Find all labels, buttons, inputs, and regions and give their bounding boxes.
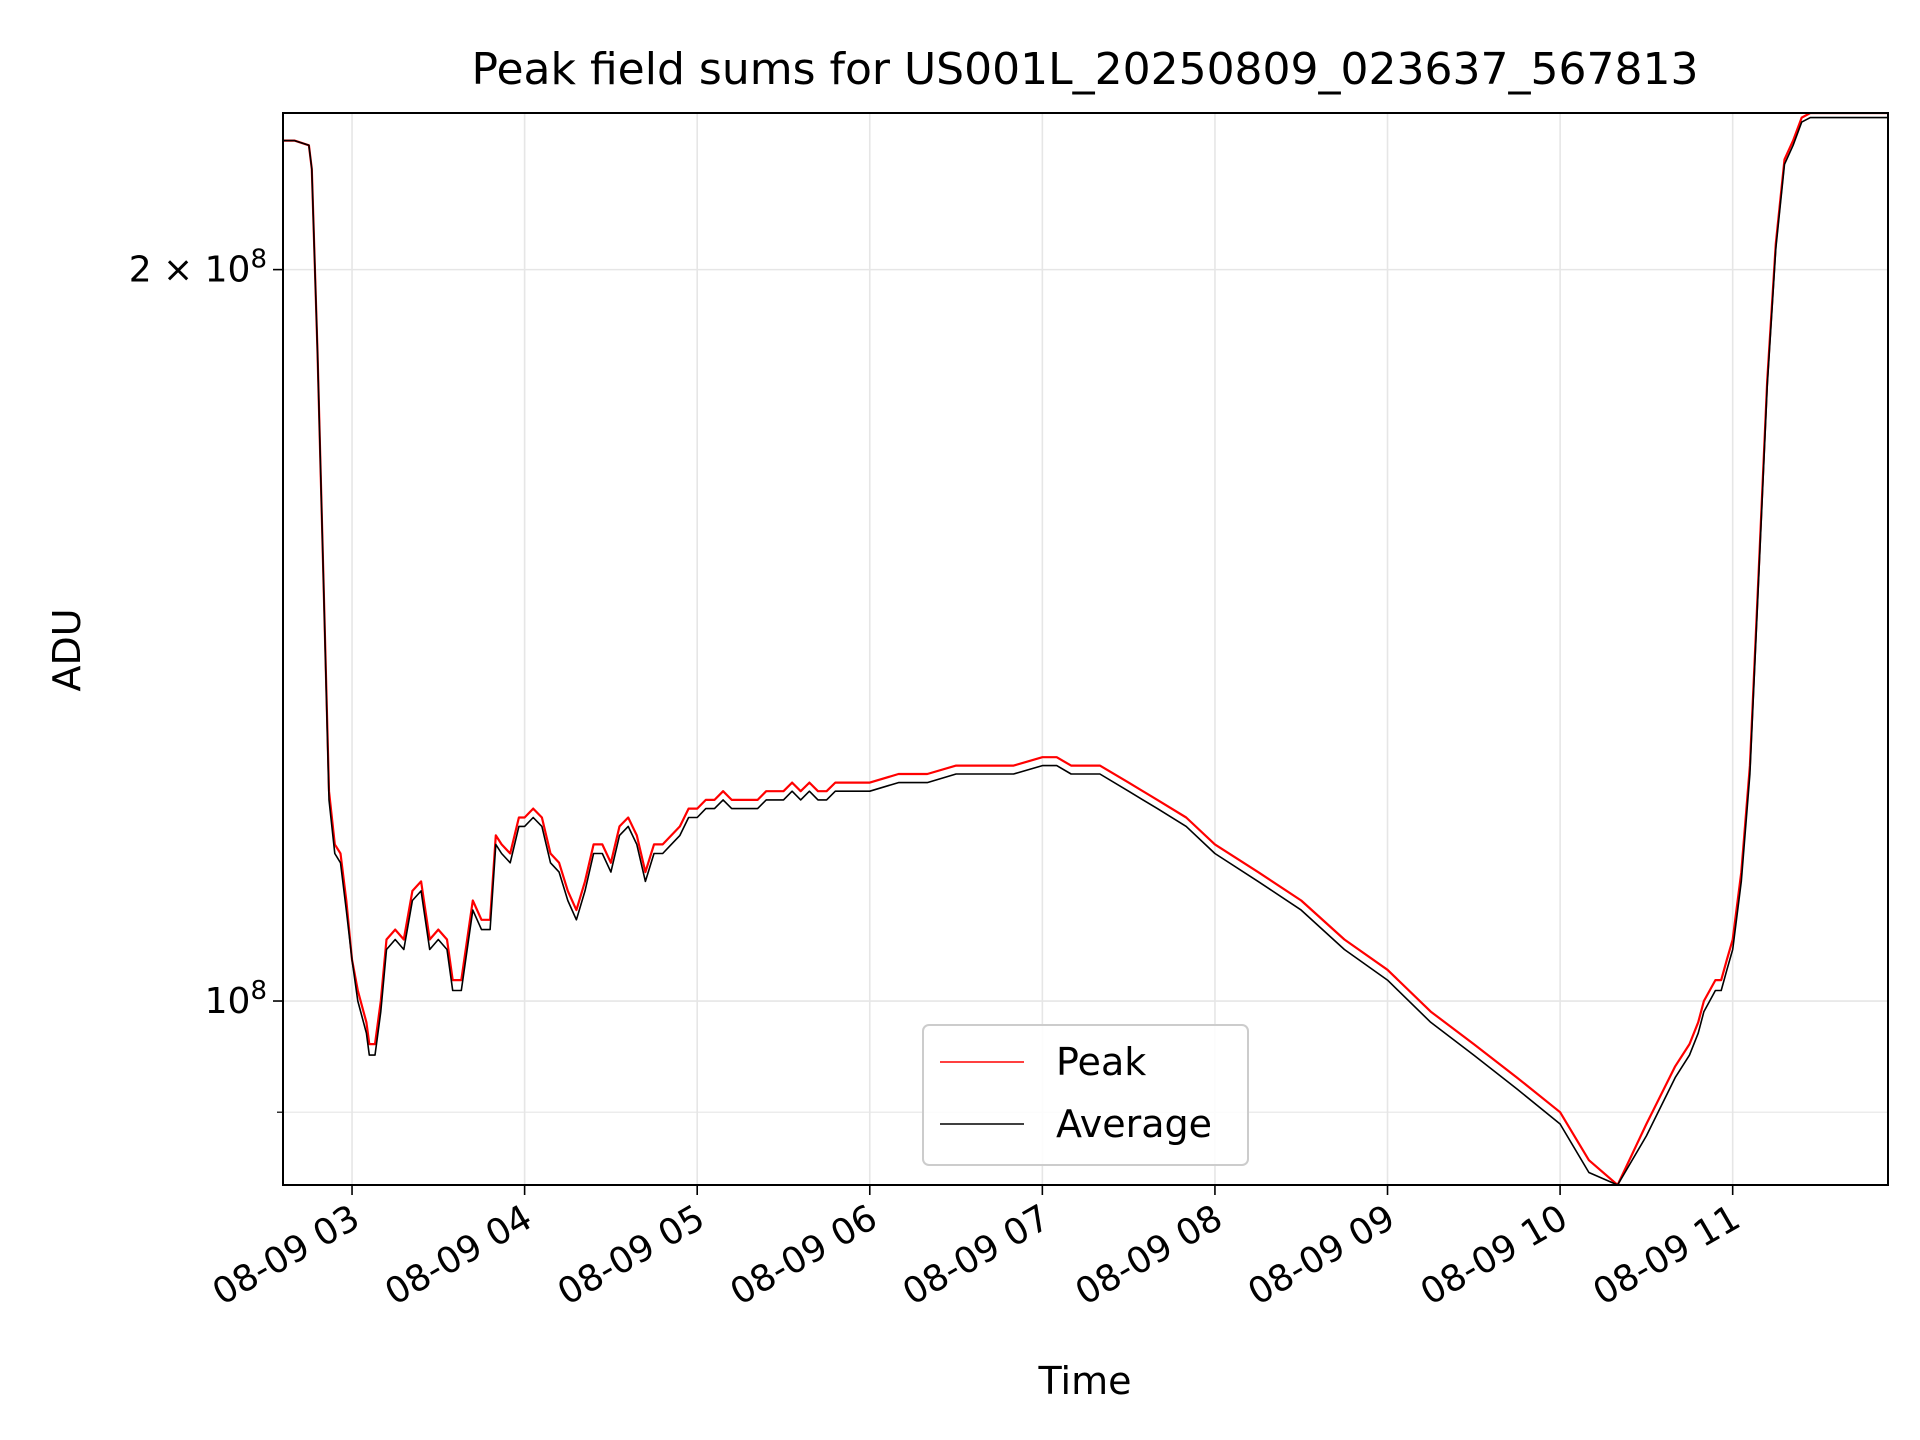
- y-tick-label: 2 × 108: [129, 245, 267, 291]
- legend-box: [922, 1024, 1249, 1166]
- series-lines: [283, 113, 1888, 1185]
- legend: Peak Average: [922, 1024, 1249, 1166]
- y-axis-label: ADU: [45, 608, 89, 691]
- y-tick-label: 108: [205, 976, 267, 1022]
- chart-title: Peak field sums for US001L_20250809_0236…: [472, 44, 1699, 95]
- x-axis-label: Time: [1038, 1359, 1132, 1403]
- series-line-peak: [283, 113, 1888, 1185]
- y-axis-ticks: 2 × 108 108: [129, 245, 283, 1113]
- legend-label-average: Average: [1056, 1102, 1212, 1146]
- legend-label-peak: Peak: [1056, 1040, 1146, 1084]
- plot-frame: [282, 112, 1889, 1186]
- series-line-average: [283, 116, 1888, 1185]
- grid-lines: [283, 113, 1888, 1185]
